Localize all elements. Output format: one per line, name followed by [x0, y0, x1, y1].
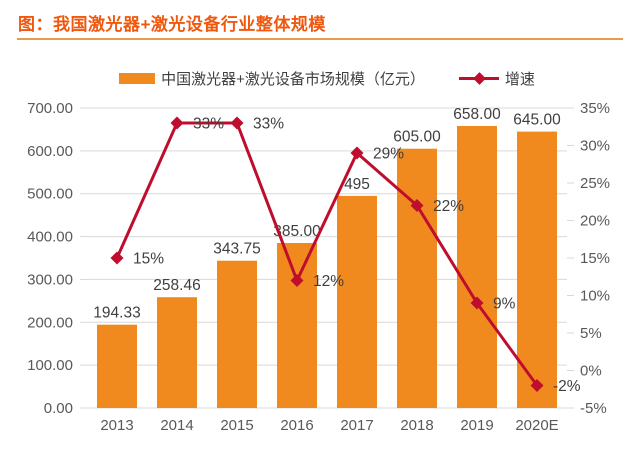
line-marker: [290, 274, 304, 287]
bar-value-label: 258.46: [153, 277, 200, 294]
bar-value-label: 658.00: [453, 106, 501, 123]
x-axis-label: 2019: [460, 417, 493, 434]
right-axis-label: 35%: [580, 100, 610, 117]
diamond-marker-icon: [473, 72, 486, 85]
legend-item-growth-rate: 增速: [458, 68, 535, 89]
line-value-label: 29%: [373, 146, 404, 163]
left-axis-label: 200.00: [27, 314, 73, 331]
line-value-label: 33%: [253, 116, 284, 133]
bar-value-label: 194.33: [93, 305, 140, 322]
bar: [157, 297, 197, 408]
right-axis-label: 15%: [580, 250, 610, 267]
bar: [277, 243, 317, 408]
line-marker: [110, 251, 124, 265]
line-value-label: 33%: [193, 116, 224, 133]
bar-value-label: 343.75: [213, 241, 260, 258]
left-axis-label: 0.00: [44, 400, 73, 417]
bar: [337, 195, 377, 408]
line-marker: [170, 116, 184, 130]
x-axis-label: 2018: [400, 417, 433, 434]
line-marker: [410, 199, 424, 212]
x-axis-label: 2015: [220, 417, 253, 434]
x-axis-label: 2020E: [515, 417, 558, 434]
bar: [457, 126, 497, 408]
line-value-label: 15%: [133, 251, 164, 268]
line-marker: [530, 379, 544, 392]
bar: [397, 148, 437, 408]
right-axis-label: 25%: [580, 175, 610, 192]
chart-legend: 中国激光器+激光设备市场规模（亿元） 增速: [0, 68, 640, 89]
line-value-label: 22%: [433, 198, 464, 215]
line-value-label: 9%: [493, 296, 516, 313]
line-value-label: -2%: [553, 378, 581, 395]
left-axis-label: 600.00: [27, 143, 73, 160]
title-underline: [17, 38, 623, 40]
bar-value-label: 385.00: [273, 223, 321, 240]
chart-title: 图：我国激光器+激光设备行业整体规模: [18, 15, 326, 34]
chart-canvas: 0.00 100.00 200.00 300.00 400.00 500.00 600.00…: [27, 100, 610, 434]
x-axis-label: 2014: [160, 417, 193, 434]
line-marker: [470, 296, 484, 310]
bar-value-label: 645.00: [513, 112, 561, 129]
bar: [217, 260, 257, 408]
right-axis-label: 30%: [580, 138, 610, 155]
line-marker: [350, 146, 364, 160]
right-axis-label: 20%: [580, 213, 610, 230]
legend-item-market-size: 中国激光器+激光设备市场规模（亿元）: [119, 68, 425, 89]
x-axis-label: 2013: [100, 417, 133, 434]
line-marker: [230, 116, 244, 130]
x-axis-label: 2016: [280, 417, 313, 434]
line-swatch-icon: [458, 72, 499, 85]
bar-value-label: 605.00: [393, 129, 441, 146]
right-axis-label: 0%: [580, 363, 602, 380]
legend-bar-label: 中国激光器+激光设备市场规模（亿元）: [161, 71, 425, 88]
line-value-label: 12%: [313, 273, 344, 290]
bar-value-label: 495: [344, 176, 370, 193]
right-axis-label: 10%: [580, 288, 610, 305]
left-axis-label: 300.00: [27, 271, 73, 288]
right-axis-label: -5%: [580, 400, 607, 417]
left-axis-label: 700.00: [27, 100, 73, 117]
right-axis-label: 5%: [580, 325, 602, 342]
bar: [97, 324, 137, 408]
legend-line-label: 增速: [504, 71, 535, 88]
left-axis-label: 400.00: [27, 229, 73, 246]
left-axis-label: 500.00: [27, 186, 73, 203]
x-axis-label: 2017: [340, 417, 373, 434]
bar: [517, 131, 557, 408]
left-axis-label: 100.00: [27, 357, 73, 374]
bar-swatch-icon: [119, 73, 156, 84]
growth-line: [115, 121, 539, 387]
